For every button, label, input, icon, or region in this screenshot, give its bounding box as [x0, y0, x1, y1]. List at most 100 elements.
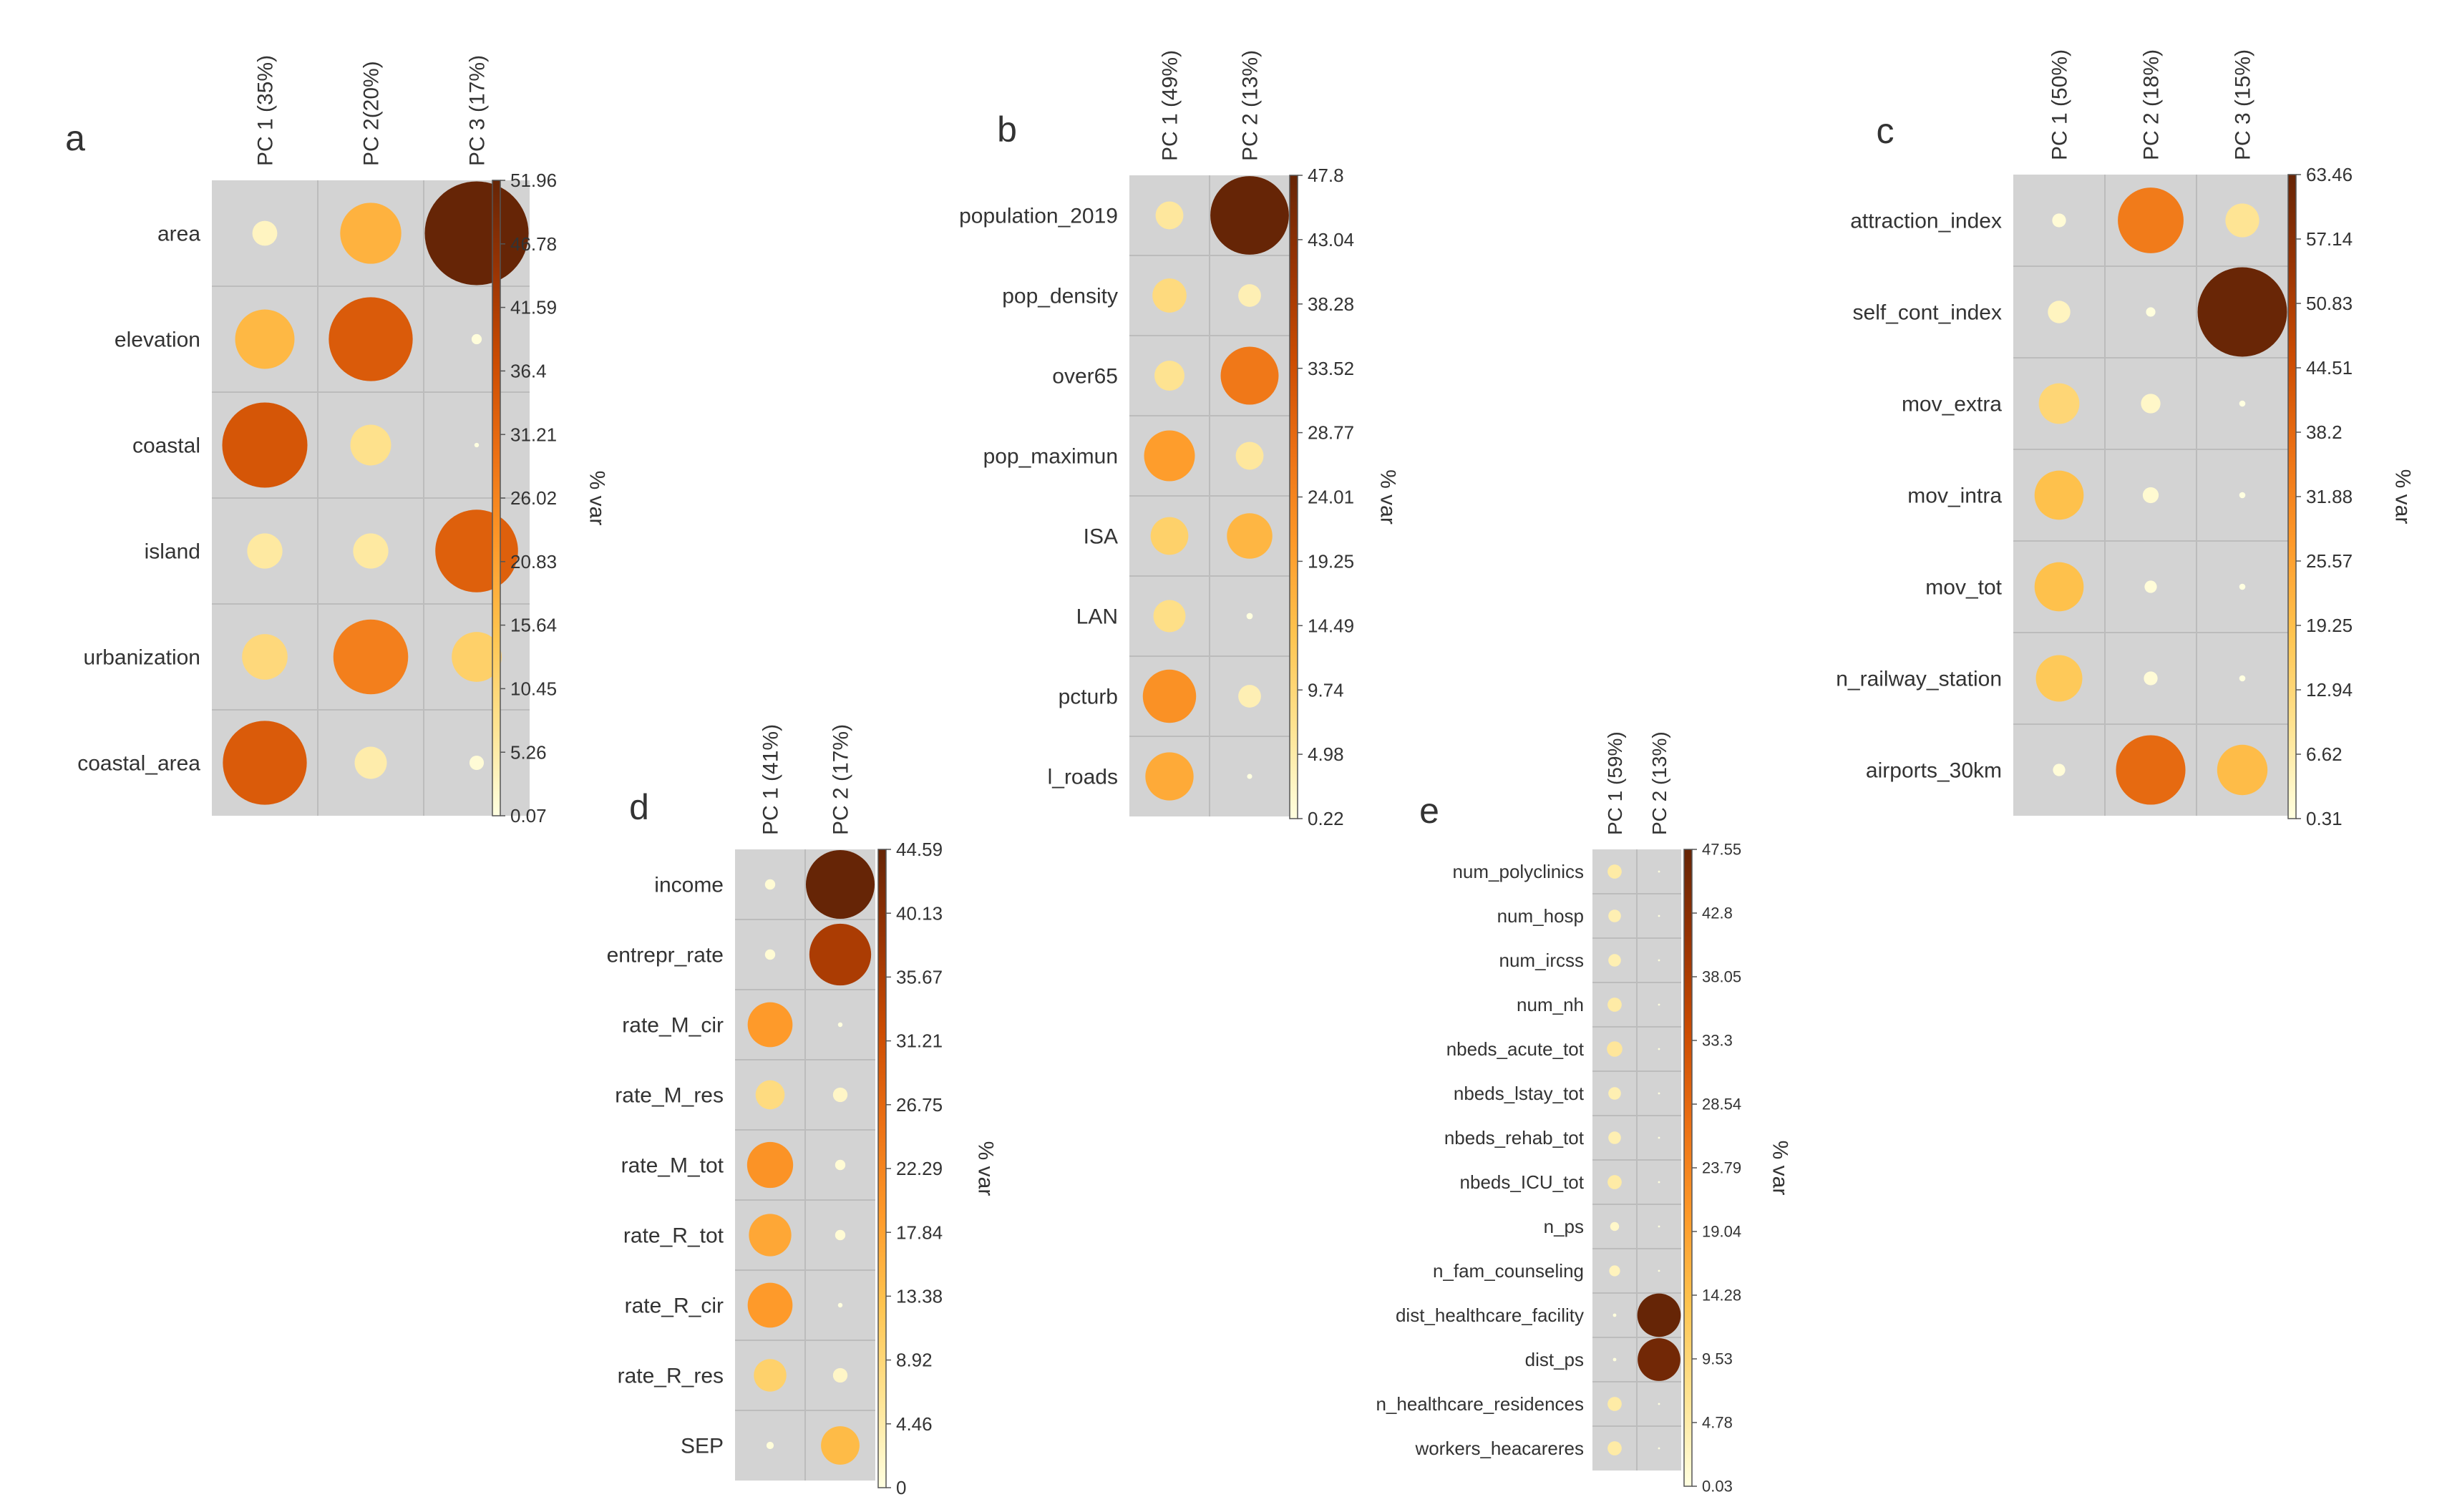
data-circle — [2239, 492, 2246, 499]
colorbar-tick-label: 0.03 — [1702, 1478, 1733, 1496]
data-circle — [1155, 201, 1184, 230]
data-circle — [1658, 1048, 1660, 1050]
colorbar-tick-label: 19.25 — [1308, 551, 1354, 572]
data-circle — [1608, 909, 1621, 922]
data-circle — [247, 533, 283, 569]
data-circle — [1227, 513, 1273, 559]
colorbar-tick-label: 63.46 — [2306, 164, 2353, 185]
row-label: rate_R_tot — [623, 1224, 724, 1248]
data-circle — [747, 1002, 793, 1048]
data-circle — [746, 1141, 794, 1189]
data-circle — [832, 1367, 848, 1383]
colorbar-tick-label: 47.8 — [1308, 165, 1344, 186]
row-label: num_polyclinics — [1452, 861, 1584, 882]
column-label: PC 2 (13%) — [1648, 731, 1670, 835]
data-circle — [1153, 600, 1186, 633]
data-circle — [1638, 1338, 1680, 1381]
data-circle — [1607, 1175, 1622, 1189]
data-circle — [1607, 998, 1622, 1012]
row-label: pop_maximun — [983, 445, 1118, 469]
colorbar-tick-label: 43.04 — [1308, 229, 1354, 250]
panel-label: b — [997, 109, 1017, 150]
data-circle — [1658, 870, 1660, 873]
colorbar-tick-label: 23.79 — [1702, 1159, 1741, 1177]
data-circle — [2239, 400, 2246, 407]
colorbar-tick-label: 26.75 — [896, 1094, 943, 1116]
data-circle — [747, 1282, 793, 1328]
row-label: over65 — [1052, 365, 1118, 389]
colorbar-tick-label: 38.2 — [2306, 421, 2343, 443]
row-label: area — [157, 223, 200, 246]
row-label: rate_R_res — [618, 1365, 724, 1388]
colorbar-tick-label: 31.88 — [2306, 486, 2353, 507]
row-label: population_2019 — [959, 205, 1118, 228]
data-circle — [749, 1214, 792, 1257]
data-circle — [2142, 487, 2159, 504]
data-circle — [2239, 583, 2246, 590]
colorbar-title: % var — [974, 1141, 998, 1196]
data-circle — [2141, 394, 2161, 414]
row-label: n_railway_station — [1836, 668, 2002, 691]
colorbar-tick-label: 13.38 — [896, 1286, 943, 1307]
row-label: urbanization — [84, 646, 200, 670]
colorbar-tick-label: 44.59 — [896, 839, 943, 860]
data-circle — [1608, 954, 1621, 967]
data-circle — [1145, 752, 1194, 801]
row-label: airports_30km — [1866, 759, 2002, 783]
data-circle — [1210, 176, 1289, 255]
row-label: SEP — [681, 1435, 724, 1458]
data-circle — [837, 1302, 843, 1308]
data-circle — [835, 1229, 846, 1241]
row-label: pop_density — [1002, 285, 1118, 308]
colorbar-tick-label: 4.46 — [896, 1413, 933, 1435]
data-circle — [1658, 1447, 1660, 1450]
row-label: dist_ps — [1525, 1349, 1584, 1370]
colorbar-tick-label: 20.83 — [510, 551, 557, 572]
panel-a: a PC 1 (35%) PC 2(20%) PC 3 (17%) area elevat… — [65, 55, 608, 826]
data-circle — [1658, 1403, 1660, 1405]
row-label: workers_heacareres — [1414, 1438, 1584, 1459]
data-circle — [809, 923, 872, 986]
data-circle — [2217, 744, 2268, 796]
data-circle — [1637, 1293, 1681, 1337]
colorbar-tick-label: 33.3 — [1702, 1032, 1733, 1050]
row-label: n_healthcare_residences — [1376, 1393, 1584, 1415]
colorbar-tick-label: 4.98 — [1308, 743, 1344, 765]
column-label: PC 3 (17%) — [466, 55, 490, 166]
panel-label: d — [629, 787, 649, 827]
data-circle — [1610, 1221, 1620, 1231]
row-label: n_fam_counseling — [1433, 1260, 1584, 1282]
data-circle — [1235, 442, 1264, 470]
data-circle — [1658, 1136, 1660, 1139]
data-circle — [766, 1441, 774, 1450]
data-circle — [452, 632, 502, 682]
data-circle — [1150, 517, 1189, 555]
column-label: PC 1 (59%) — [1604, 731, 1626, 835]
colorbar-tick-label: 14.49 — [1308, 615, 1354, 636]
data-circle — [1612, 1357, 1617, 1362]
data-circle — [1612, 1313, 1617, 1317]
data-circle — [1658, 914, 1660, 917]
data-circle — [471, 333, 482, 345]
colorbar — [1683, 849, 1693, 1487]
row-label: elevation — [115, 328, 200, 352]
data-circle — [333, 619, 409, 695]
row-label: pcturb — [1059, 686, 1118, 709]
data-circle — [764, 879, 776, 890]
data-circle — [2035, 655, 2083, 702]
data-circle — [2225, 203, 2259, 238]
colorbar-tick-label: 17.84 — [896, 1221, 943, 1243]
data-circle — [252, 220, 278, 246]
colorbar-tick-label: 9.53 — [1702, 1350, 1733, 1368]
data-circle — [1658, 1181, 1660, 1184]
data-circle — [2146, 307, 2156, 317]
colorbar-tick-label: 0.31 — [2306, 808, 2343, 829]
row-label: num_ircss — [1499, 950, 1584, 971]
colorbar-tick-label: 28.54 — [1702, 1096, 1741, 1113]
colorbar-tick-label: 8.92 — [896, 1350, 933, 1371]
row-label: dist_healthcare_facility — [1396, 1304, 1584, 1326]
data-circle — [424, 181, 529, 286]
row-label: nbeds_rehab_tot — [1444, 1127, 1585, 1148]
colorbar-tick-label: 33.52 — [1308, 358, 1354, 379]
